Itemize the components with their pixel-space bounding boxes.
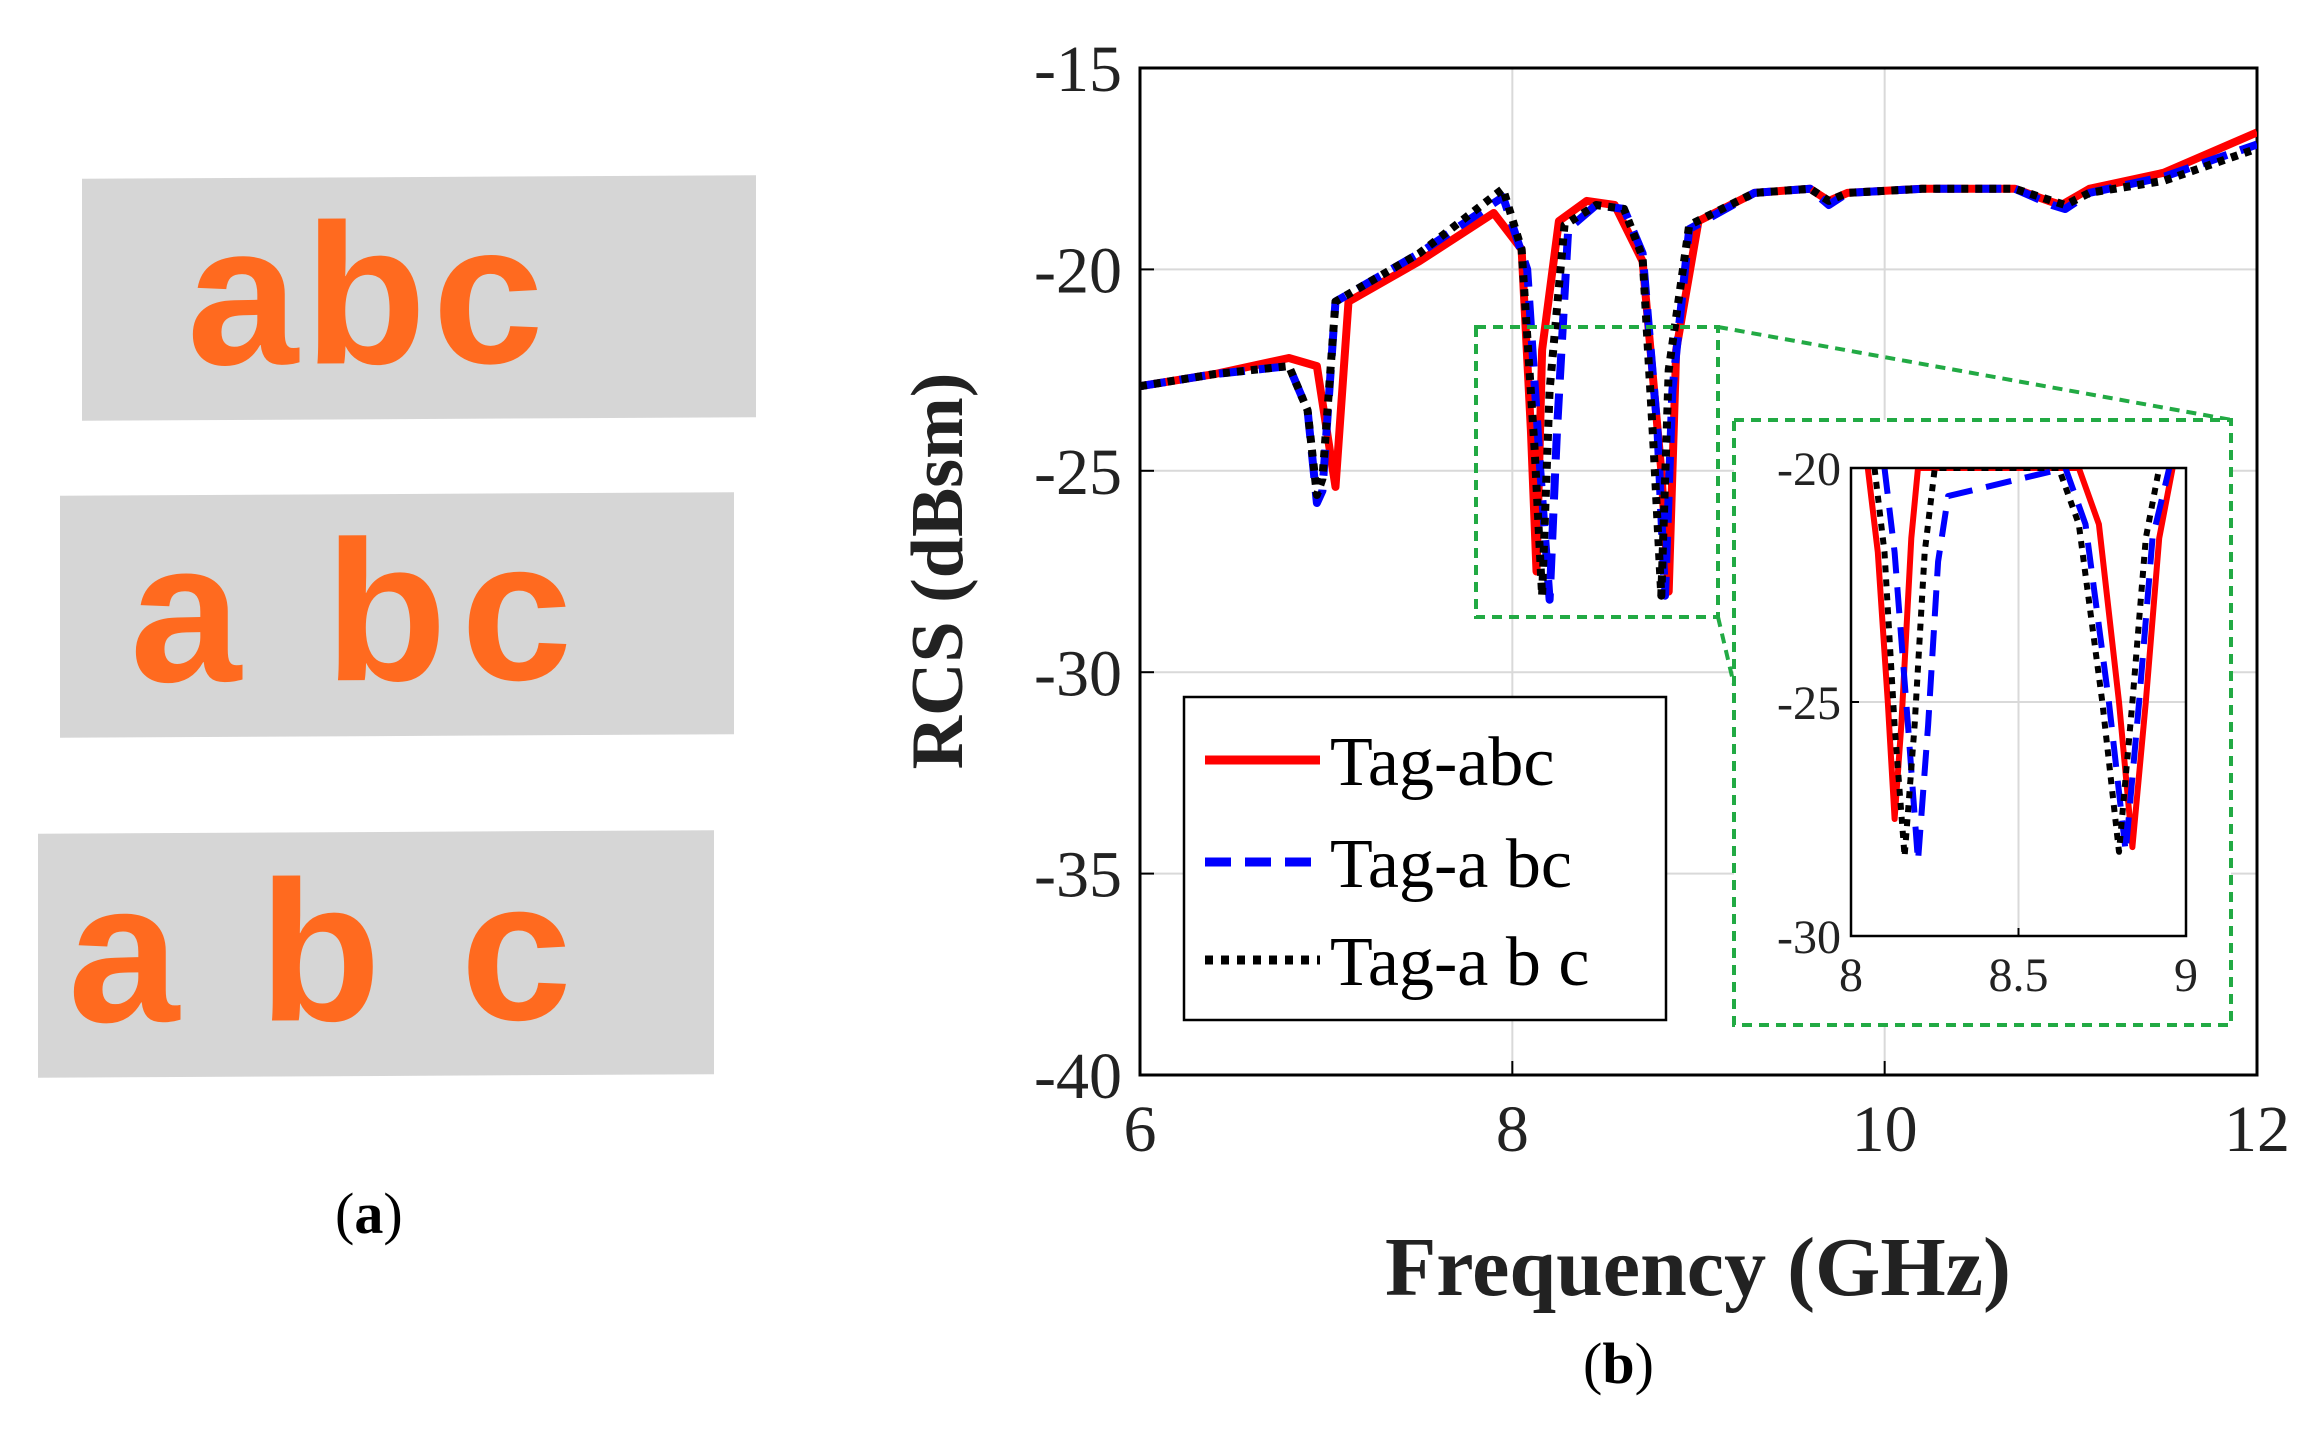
series-line-tag-abc <box>1864 468 2176 851</box>
zoom-connector-bottom <box>1716 616 1736 686</box>
series-line-tag-a-bc <box>1881 468 2173 865</box>
y-axis-label: RCS (dBsm) <box>897 373 979 770</box>
x-tick-label: 9 <box>2174 949 2198 1002</box>
inset-series-group <box>1864 468 2176 865</box>
x-tick-label: 12 <box>2224 1093 2290 1166</box>
main-plot-frame <box>1138 66 2259 1077</box>
caption-b-label: b <box>1602 1331 1635 1396</box>
y-tick-label: -25 <box>1034 436 1122 509</box>
y-tick-label: -30 <box>1034 637 1122 710</box>
series-line-tag-a-bc <box>1140 140 2257 604</box>
y-tick-label: -30 <box>1777 911 1841 964</box>
legend-label-tag-a-bc: Tag-a bc <box>1330 826 1572 903</box>
x-tick-label: 8.5 <box>1989 949 2049 1002</box>
y-tick-label: -25 <box>1777 677 1841 730</box>
inset-y-ticks: -30 -25 -20 <box>1777 443 1859 964</box>
y-tick-label: -35 <box>1034 839 1122 912</box>
main-series-group <box>1140 128 2257 604</box>
caption-b: (b) <box>1583 1331 1654 1396</box>
x-tick-label: 8 <box>1496 1093 1529 1166</box>
zoom-connector-top <box>1717 325 2233 422</box>
legend-label-tag-a-b-c: Tag-a b c <box>1330 924 1589 1001</box>
main-y-ticks: -40 -35 -30 -25 -20 -15 <box>1034 33 1154 1113</box>
legend: Tag-abc Tag-a bc Tag-a b c <box>1182 695 1668 1022</box>
y-tick-label: -20 <box>1777 443 1841 496</box>
x-tick-label: 8 <box>1839 949 1863 1002</box>
series-line-tag-a-b-c <box>1871 468 2163 860</box>
caption-a: (a) <box>335 1181 403 1246</box>
x-axis-label: Frequency (GHz) <box>1385 1221 2011 1314</box>
x-tick-label: 6 <box>1124 1093 1157 1166</box>
caption-a-label: a <box>354 1181 384 1246</box>
x-tick-label: 10 <box>1852 1093 1918 1166</box>
inset-border <box>1732 418 2233 1027</box>
zoom-region-box <box>1474 325 1720 619</box>
y-tick-label: -20 <box>1034 235 1122 308</box>
main-x-ticks: 6 8 10 12 <box>1124 1061 2290 1166</box>
y-tick-label: -15 <box>1034 33 1122 106</box>
y-tick-label: -40 <box>1034 1040 1122 1113</box>
legend-label-tag-abc: Tag-abc <box>1330 724 1554 801</box>
inset-x-ticks: 8 8.5 9 <box>1839 928 2198 1002</box>
